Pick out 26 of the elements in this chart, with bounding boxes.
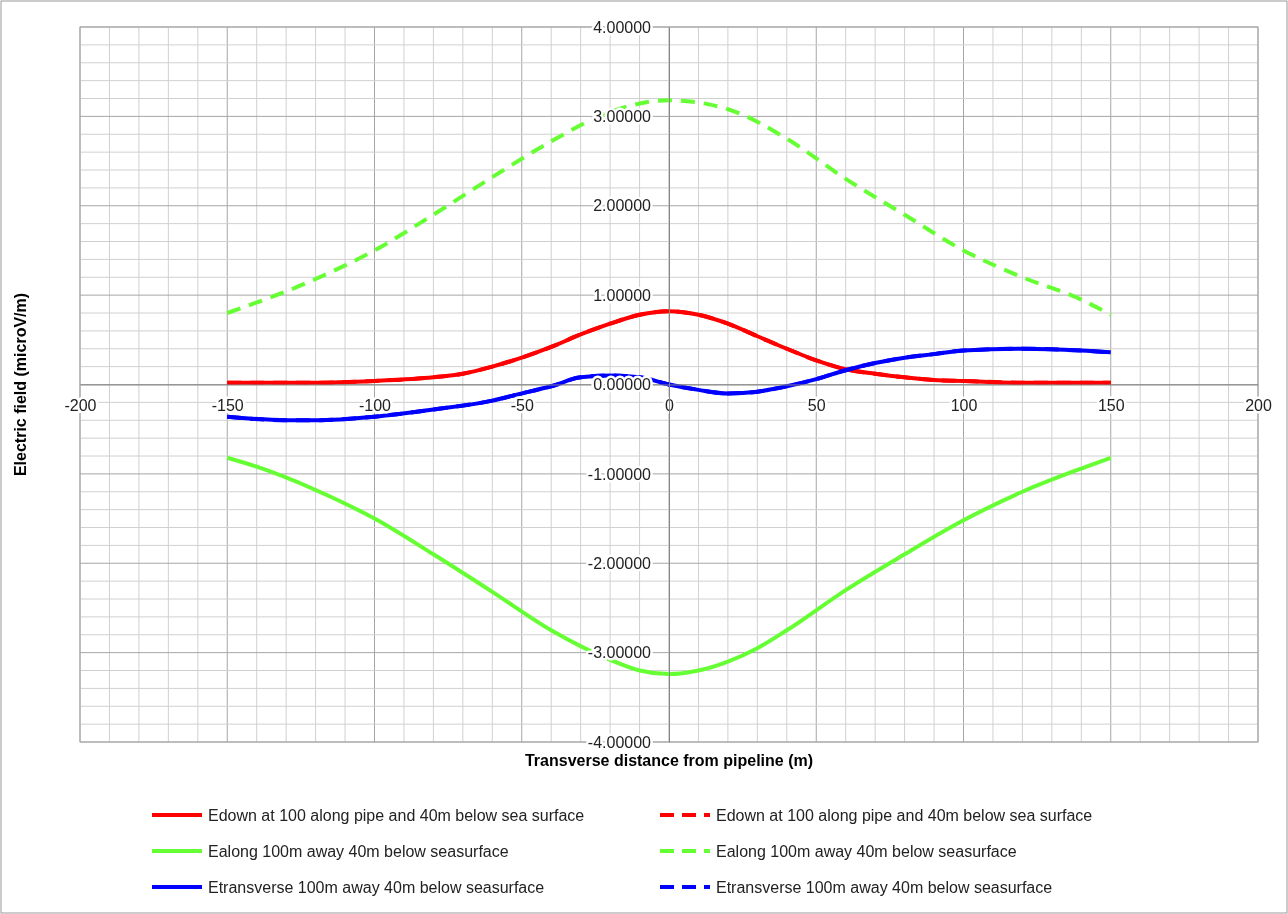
x-tick-label: 100 <box>950 396 978 414</box>
y-tick-label: 1.00000 <box>593 286 652 304</box>
x-tick-label: 150 <box>1097 396 1125 414</box>
legend-label: Ealong 100m away 40m below seasurface <box>716 843 1017 860</box>
y-tick-label: 2.00000 <box>593 197 652 215</box>
y-tick-label: -1.00000 <box>587 465 652 483</box>
legend-label: Ealong 100m away 40m below seasurface <box>208 843 509 860</box>
x-axis-title: Transverse distance from pipeline (m) <box>524 752 814 769</box>
legend-label: Etransverse 100m away 40m below seasurface <box>716 879 1053 896</box>
y-tick-label: 0.00000 <box>593 376 652 394</box>
y-tick-label: -2.00000 <box>587 554 652 572</box>
x-tick-label: -150 <box>211 396 244 414</box>
x-tick-label: -100 <box>358 396 392 414</box>
x-tick-label: 200 <box>1245 396 1272 414</box>
y-tick-label: 4.00000 <box>593 18 652 36</box>
x-tick-label: -50 <box>510 396 534 414</box>
y-tick-label: 3.00000 <box>593 108 652 125</box>
legend-label: Edown at 100 along pipe and 40m below sea surface <box>208 807 585 824</box>
line-series <box>225 455 1113 677</box>
y-axis-title: Electric field (microV/m) <box>12 292 29 477</box>
legend-label: Edown at 100 along pipe and 40m below sea surface <box>716 807 1093 824</box>
y-tick-label: -4.00000 <box>587 733 652 751</box>
legend-label: Etransverse 100m away 40m below seasurface <box>208 879 545 896</box>
x-tick-label: 50 <box>807 396 826 414</box>
line-series <box>225 98 1113 317</box>
x-tick-label: -200 <box>64 396 97 414</box>
